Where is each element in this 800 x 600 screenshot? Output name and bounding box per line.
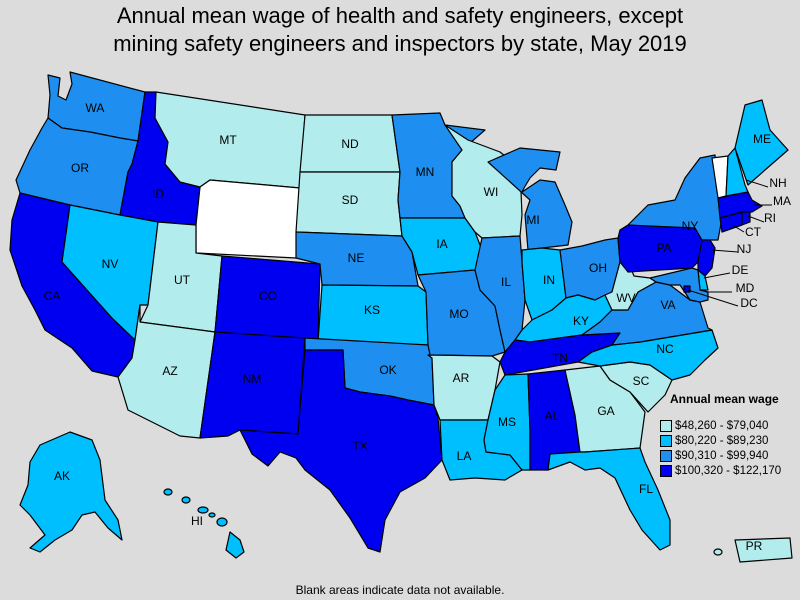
- map-title-line-2: mining safety engineers and inspectors b…: [113, 31, 687, 56]
- legend-title: Annual mean wage: [670, 392, 779, 406]
- state-label-me: ME: [753, 132, 771, 146]
- state-label-nc: NC: [656, 342, 674, 356]
- state-label-mo: MO: [449, 307, 468, 321]
- state-label-ia: IA: [436, 237, 447, 251]
- legend-swatch: [660, 434, 672, 447]
- state-label-in: IN: [543, 273, 555, 287]
- legend-label: $90,310 - $99,940: [675, 449, 769, 462]
- state-label-nj: NJ: [737, 242, 752, 256]
- state-label-wa: WA: [86, 101, 105, 115]
- state-label-dc: DC: [740, 296, 758, 310]
- state-label-ct: CT: [745, 225, 762, 239]
- map-title: Annual mean wage of health and safety en…: [0, 2, 800, 58]
- state-labels: WA OR CA ID NV MT UT AZ CO NM ND SD NE KS OK TX MN IA MO AR…: [44, 101, 791, 553]
- blank-areas-note: Blank areas indicate data not available.: [295, 583, 505, 597]
- state-label-nm: NM: [243, 372, 262, 386]
- legend: Annual mean wage $48,260 - $79,040 $80,2…: [660, 392, 800, 478]
- state-label-nh: NH: [769, 176, 786, 190]
- state-label-fl: FL: [639, 482, 653, 496]
- state-label-sc: SC: [633, 374, 650, 388]
- state-label-sd: SD: [342, 193, 359, 207]
- state-ma[interactable]: [717, 191, 763, 219]
- legend-item-3: $90,310 - $99,940: [660, 448, 800, 463]
- state-label-tn: TN: [552, 351, 568, 365]
- state-ak[interactable]: [19, 431, 123, 553]
- state-label-ga: GA: [597, 404, 614, 418]
- leader-lines: [687, 179, 772, 307]
- state-label-ar: AR: [453, 371, 470, 385]
- state-label-ma: MA: [773, 194, 791, 208]
- state-label-ms: MS: [498, 415, 516, 429]
- legend-item-1: $48,260 - $79,040: [660, 418, 800, 433]
- legend-item-2: $80,220 - $89,230: [660, 433, 800, 448]
- state-label-ak: AK: [54, 469, 70, 483]
- state-label-wi: WI: [484, 185, 499, 199]
- state-label-ne: NE: [348, 251, 365, 265]
- state-fl[interactable]: [547, 447, 671, 551]
- state-label-id: ID: [152, 187, 164, 201]
- state-label-ny: NY: [682, 219, 699, 233]
- state-label-nd: ND: [341, 137, 359, 151]
- state-label-ok: OK: [379, 363, 396, 377]
- state-label-mi: MI: [526, 213, 539, 227]
- state-mi[interactable]: [487, 147, 573, 251]
- legend-label: $80,220 - $89,230: [675, 434, 769, 447]
- state-label-ca: CA: [44, 289, 61, 303]
- state-label-md: MD: [736, 281, 755, 295]
- state-hi[interactable]: [163, 488, 245, 559]
- state-label-va: VA: [660, 298, 675, 312]
- state-me[interactable]: [734, 99, 789, 186]
- legend-swatch: [660, 464, 672, 477]
- state-label-oh: OH: [589, 261, 607, 275]
- state-label-mn: MN: [416, 165, 435, 179]
- state-label-de: DE: [732, 263, 749, 277]
- state-label-nv: NV: [102, 257, 119, 271]
- state-label-tx: TX: [352, 439, 367, 453]
- state-md[interactable]: [649, 267, 709, 303]
- state-label-ky: KY: [573, 314, 589, 328]
- state-tx[interactable]: [239, 349, 443, 553]
- state-label-la: LA: [457, 449, 472, 463]
- legend-swatch: [660, 449, 672, 462]
- legend-item-4: $100,320 - $122,170: [660, 463, 800, 478]
- state-label-ks: KS: [364, 303, 380, 317]
- state-label-pa: PA: [656, 241, 671, 255]
- map-title-line-1: Annual mean wage of health and safety en…: [116, 3, 684, 28]
- legend-swatch: [660, 419, 672, 432]
- state-wy[interactable]: [195, 179, 301, 259]
- legend-label: $48,260 - $79,040: [675, 419, 769, 432]
- state-label-az: AZ: [162, 364, 177, 378]
- state-ar[interactable]: [427, 354, 501, 421]
- state-label-mt: MT: [219, 133, 237, 147]
- state-label-ri: RI: [764, 211, 776, 225]
- state-label-co: CO: [259, 289, 277, 303]
- state-nj[interactable]: [697, 239, 716, 277]
- state-label-pr: PR: [746, 539, 763, 553]
- state-nh[interactable]: [725, 147, 749, 197]
- legend-label: $100,320 - $122,170: [675, 464, 782, 477]
- state-label-hi: HI: [191, 514, 203, 528]
- state-label-ut: UT: [174, 273, 191, 287]
- state-label-al: AL: [545, 409, 560, 423]
- state-label-or: OR: [71, 161, 89, 175]
- state-label-il: IL: [501, 275, 511, 289]
- state-pr[interactable]: [713, 537, 793, 563]
- state-dc[interactable]: [683, 285, 691, 293]
- state-label-wv: WV: [616, 291, 635, 305]
